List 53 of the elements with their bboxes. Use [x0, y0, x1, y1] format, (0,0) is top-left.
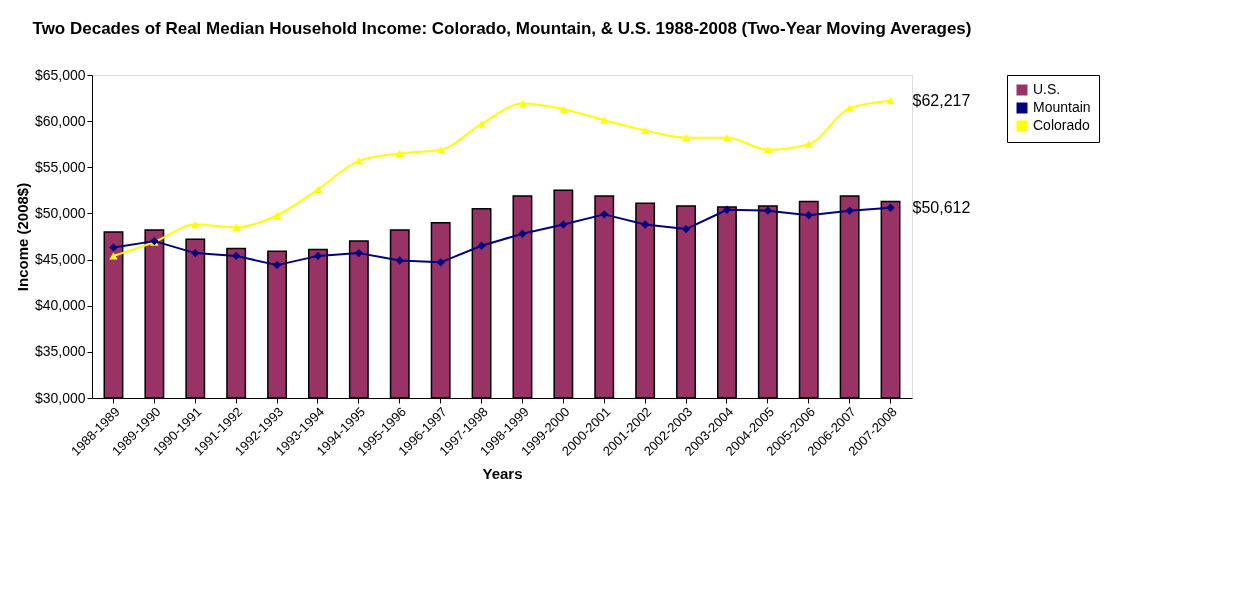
- point: [600, 116, 609, 124]
- point: [477, 241, 486, 250]
- point: [640, 220, 650, 229]
- point: [886, 203, 895, 212]
- legend-label: Mountain: [1033, 99, 1091, 115]
- point: [681, 134, 691, 142]
- point: [272, 211, 282, 219]
- point: [354, 248, 364, 258]
- annotation: $50,612: [912, 198, 971, 216]
- legend-label: U.S.: [1033, 81, 1061, 97]
- point: [191, 220, 200, 229]
- y-tick-label: $35,000: [34, 343, 86, 360]
- point: [231, 223, 241, 231]
- legend-label: Colorado: [1033, 117, 1091, 133]
- y-tick-label: $65,000: [34, 66, 86, 83]
- point: [109, 243, 118, 252]
- point: [886, 97, 895, 105]
- point: [436, 258, 445, 267]
- y-tick-label: $60,000: [34, 112, 86, 129]
- point: [640, 126, 650, 134]
- point: [763, 206, 773, 215]
- point: [763, 146, 773, 154]
- point: [845, 104, 854, 112]
- y-tick-label: $55,000: [34, 158, 86, 175]
- point: [804, 140, 813, 148]
- point: [559, 105, 568, 113]
- point: [436, 146, 445, 154]
- annotation: $62,217: [912, 91, 971, 109]
- point: [272, 260, 282, 270]
- point: [231, 251, 241, 261]
- point: [722, 205, 732, 214]
- y-tick-label: $40,000: [34, 297, 86, 314]
- point: [845, 206, 854, 215]
- y-axis-title: Income (2008$): [13, 182, 31, 292]
- chart-title: Two Decades of Real Median Household Income: Colorado, Mountain, & U.S. 1988-2008 (Two-Year Moving Averages): [32, 19, 972, 38]
- point: [518, 99, 527, 108]
- point: [191, 248, 200, 258]
- point: [804, 211, 813, 220]
- point: [600, 210, 609, 219]
- point: [313, 185, 323, 194]
- y-tick-label: $30,000: [34, 389, 86, 406]
- point: [559, 220, 568, 229]
- y-tick-label: $50,000: [34, 204, 86, 221]
- point: [518, 229, 527, 238]
- point: [395, 149, 404, 158]
- x-axis-title: Years: [482, 464, 523, 482]
- point: [313, 251, 323, 261]
- point: [109, 252, 118, 260]
- point: [395, 256, 404, 265]
- point: [722, 134, 732, 142]
- point: [681, 224, 691, 234]
- y-tick-label: $45,000: [34, 251, 86, 268]
- point: [477, 120, 486, 128]
